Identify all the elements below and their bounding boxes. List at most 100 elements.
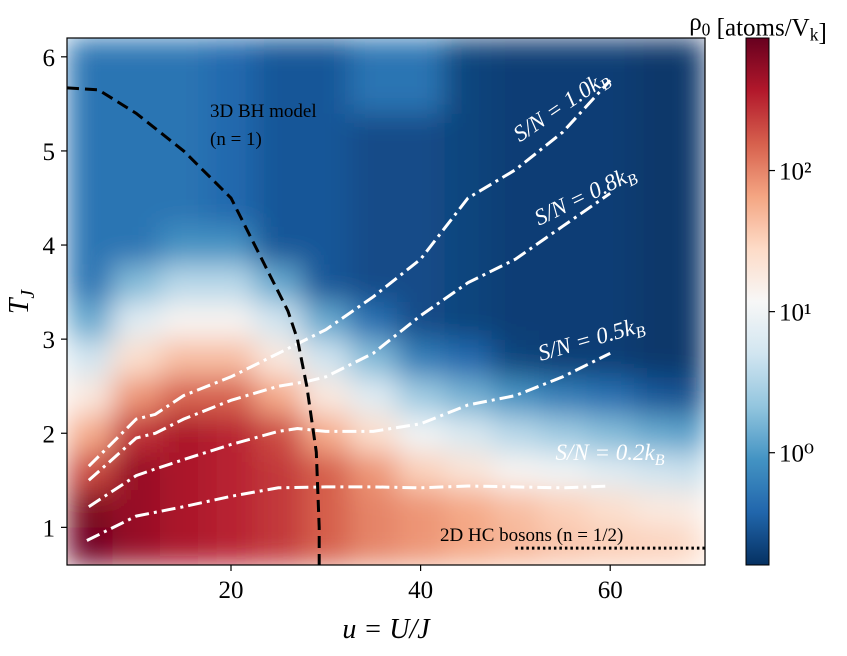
heatmap-cell — [67, 188, 114, 227]
heatmap-cell — [349, 339, 398, 378]
heatmap-cell — [349, 452, 398, 491]
heatmap-cell — [349, 414, 398, 453]
heatmap-cell — [207, 527, 256, 565]
heatmap-cell — [539, 75, 588, 114]
heatmap-cell — [112, 38, 161, 77]
heatmap-cell — [302, 75, 351, 114]
heatmap-cell — [539, 150, 588, 190]
heatmap-cell — [349, 226, 398, 265]
heatmap-cell — [396, 38, 445, 77]
heatmap-cell — [159, 226, 208, 265]
y-axis-label: TJ — [4, 289, 39, 315]
overlay-line — [87, 351, 611, 508]
annotation: 2D HC bosons (n = 1/2) — [440, 525, 623, 546]
heatmap-cell — [302, 188, 351, 227]
heatmap-cell — [491, 452, 540, 491]
y-tick-label: 3 — [43, 327, 56, 354]
heatmap-cell — [349, 75, 398, 114]
heatmap-cell — [681, 339, 705, 378]
heatmap-cell — [254, 339, 303, 378]
line-label: S/N = 0.2kB — [555, 440, 664, 469]
heatmap-cell — [539, 376, 588, 415]
heatmap-cell — [207, 75, 256, 114]
heatmap-cell — [539, 452, 588, 491]
heatmap-cell — [207, 38, 256, 77]
heatmap-cell — [586, 376, 635, 415]
heatmap-cell — [396, 188, 445, 227]
heatmap-cell — [67, 414, 114, 453]
heatmap-cell — [254, 414, 303, 453]
heatmap-cell — [254, 527, 303, 565]
heatmap-cell — [681, 301, 705, 340]
heatmap-cell — [444, 489, 493, 528]
heatmap-cell — [491, 414, 540, 453]
heatmap-cell — [444, 376, 493, 415]
heatmap-cell — [67, 38, 114, 77]
heatmap-cell — [67, 113, 114, 152]
heatmap-cell — [396, 226, 445, 265]
heatmap-cell — [159, 527, 208, 565]
heatmap-cell — [491, 301, 540, 340]
heatmap-cell — [491, 188, 540, 227]
heatmap-cell — [254, 150, 303, 190]
heatmap-cell — [586, 150, 635, 190]
heatmap-cell — [396, 339, 445, 378]
heatmap-cell — [159, 38, 208, 77]
heatmap-cell — [159, 452, 208, 491]
y-tick-label: 6 — [43, 45, 56, 72]
heatmap-cell — [586, 113, 635, 152]
heatmap-cell — [444, 414, 493, 453]
heatmap-cell — [67, 452, 114, 491]
heatmap-cell — [159, 75, 208, 114]
heatmap-cell — [254, 376, 303, 415]
heatmap-cell — [444, 75, 493, 114]
heatmap-cell — [254, 489, 303, 528]
heatmap-cell — [302, 113, 351, 152]
heatmap-cell — [349, 113, 398, 152]
x-tick-label: 40 — [408, 577, 433, 604]
heatmap-cell — [633, 113, 682, 152]
heatmap-cell — [159, 188, 208, 227]
colorbar-label: ρ0 [atoms/Vk] — [689, 9, 827, 47]
heatmap-cell — [349, 38, 398, 77]
heatmap-cell — [681, 113, 705, 152]
heatmap-cell — [159, 263, 208, 302]
heatmap-cell — [633, 527, 682, 565]
heatmap-cell — [302, 489, 351, 528]
heatmap-cell — [302, 301, 351, 340]
y-tick-label: 5 — [43, 139, 56, 166]
heatmap-cell — [207, 452, 256, 491]
heatmap-cell — [207, 414, 256, 453]
heatmap-cell — [207, 113, 256, 152]
heatmap-cell — [586, 339, 635, 378]
heatmap-cell — [633, 376, 682, 415]
heatmap-cell — [349, 527, 398, 565]
heatmap-cell — [112, 226, 161, 265]
heatmap-cell — [633, 75, 682, 114]
heatmap-cell — [633, 38, 682, 77]
heatmap-cell — [349, 301, 398, 340]
heatmap-cell — [159, 414, 208, 453]
heatmap-cell — [112, 301, 161, 340]
heatmap-cell — [444, 150, 493, 190]
heatmap-cell — [491, 263, 540, 302]
heatmap-cell — [586, 301, 635, 340]
y-tick-label: 2 — [43, 421, 56, 448]
heatmap-cell — [444, 452, 493, 491]
heatmap-cell — [67, 339, 114, 378]
heatmap-cell — [302, 452, 351, 491]
heatmap-cell — [67, 263, 114, 302]
heatmap-cell — [633, 226, 682, 265]
colorbar-tick-label: 10¹ — [779, 300, 812, 327]
overlay-line — [87, 79, 612, 468]
heatmap-cell — [302, 150, 351, 190]
heatmap-cell — [349, 150, 398, 190]
heatmap-cell — [159, 339, 208, 378]
heatmap-cell — [396, 376, 445, 415]
heatmap-cell — [67, 226, 114, 265]
heatmap-cell — [254, 263, 303, 302]
heatmap-cell — [491, 376, 540, 415]
heatmap-cell — [207, 188, 256, 227]
heatmap-cell — [491, 339, 540, 378]
